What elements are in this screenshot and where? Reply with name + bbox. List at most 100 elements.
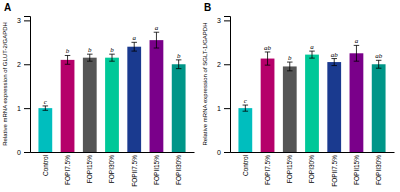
y-tick-label: 3 — [17, 17, 21, 24]
x-tick-label: FOPII30% — [375, 155, 382, 185]
error-bar — [376, 60, 382, 68]
x-tick-label: FOPII7.5% — [130, 155, 137, 187]
x-tick: FOPI7.5% — [64, 152, 71, 185]
sig-label: b — [88, 46, 92, 54]
error-bar — [87, 54, 93, 61]
error-bar — [243, 105, 249, 111]
x-tick-label: FOPI30% — [108, 155, 115, 183]
x-tick: Control — [42, 152, 49, 176]
y-tick-mark — [24, 20, 30, 21]
plot: 0 1 2 3 Control FOPI7.5% FOPI15% FOPI30% FOPII7.… — [2, 17, 195, 187]
sig-label: c — [244, 97, 248, 105]
y-axis-title: Relative mRNA expression of GLUT-2/GAPDH — [2, 22, 8, 146]
y-axis: 0 1 2 3 — [217, 17, 230, 156]
x-tick: FOPII30% — [175, 152, 182, 185]
y-tick-label: 2 — [17, 61, 21, 68]
y-tick-mark — [24, 152, 30, 153]
bar — [283, 66, 297, 152]
y-tick: 2 — [217, 61, 230, 68]
x-axis-line — [31, 152, 195, 153]
x-tick: FOPII7.5% — [330, 152, 337, 187]
sig-label: b — [288, 54, 292, 62]
x-tick-label: FOPII7.5% — [330, 155, 337, 187]
x-tick-label: FOPII15% — [153, 155, 160, 185]
bar — [83, 58, 97, 152]
x-tick-label: FOPI7.5% — [264, 155, 271, 185]
x-axis: Control FOPI7.5% FOPI15% FOPI30% FOPII7.5% FO… — [231, 152, 395, 187]
y-tick: 0 — [217, 149, 230, 156]
error-bar — [265, 52, 271, 65]
bar — [61, 60, 75, 152]
bar — [238, 108, 252, 152]
error-bar — [65, 55, 71, 64]
x-axis: Control FOPI7.5% FOPI15% FOPI30% FOPII7.5% FO… — [31, 152, 195, 187]
bar — [305, 55, 319, 152]
y-tick-mark — [24, 108, 30, 109]
y-tick-label: 0 — [17, 149, 21, 156]
sig-label: a — [132, 34, 136, 42]
error-bar — [154, 32, 160, 48]
x-tick: FOPII15% — [353, 152, 360, 185]
y-tick: 0 — [17, 149, 30, 156]
x-tick-label: FOPII30% — [175, 155, 182, 185]
marks — [38, 32, 185, 152]
x-tick-label: FOPII15% — [353, 155, 360, 185]
y-tick-mark — [224, 108, 230, 109]
sig-label: b — [177, 52, 181, 60]
error-bar — [131, 42, 137, 51]
y-tick-mark — [224, 64, 230, 65]
plot: 0 1 2 3 Control FOPI7.5% FOPI15% FOPI30% FOPII7.… — [202, 17, 395, 187]
bar — [350, 53, 364, 152]
marks — [238, 45, 385, 152]
panel: 0 1 2 3 Control FOPI7.5% FOPI15% FOPI30% FOPII7.… — [202, 2, 395, 187]
error-bar — [287, 62, 293, 71]
sig-label: ab — [375, 52, 383, 60]
x-tick: Control — [242, 152, 249, 176]
y-tick-label: 1 — [217, 105, 221, 112]
x-tick-label: Control — [42, 154, 49, 176]
bar — [372, 64, 386, 152]
sig-label: a — [310, 43, 314, 51]
x-tick-label: FOPI30% — [308, 155, 315, 183]
sig-label: b — [110, 46, 114, 54]
y-axis-line — [224, 17, 231, 153]
sig-label: ab — [331, 51, 339, 59]
y-tick: 2 — [17, 61, 30, 68]
y-axis-title: Relative mRNA expression of SGLT-1/GAPDH — [202, 23, 208, 146]
bar — [105, 58, 119, 152]
bar — [38, 108, 52, 152]
y-tick-label: 3 — [217, 17, 221, 24]
y-tick-label: 0 — [217, 149, 221, 156]
error-bar — [43, 106, 49, 110]
bar — [261, 59, 275, 152]
error-bar — [109, 54, 115, 61]
y-tick-label: 2 — [217, 61, 221, 68]
panel-label: B — [204, 2, 211, 13]
error-bar — [331, 59, 337, 66]
bar — [327, 62, 341, 152]
bar — [150, 40, 164, 152]
x-tick-label: Control — [242, 154, 249, 176]
y-axis-line — [24, 17, 31, 153]
y-axis: 0 1 2 3 — [17, 17, 30, 156]
sig-label: b — [66, 47, 70, 55]
annotations: c b b b a a b — [44, 24, 181, 106]
sig-label: ab — [264, 44, 272, 52]
y-tick-label: 1 — [17, 105, 21, 112]
x-tick: FOPI15% — [86, 152, 93, 183]
sig-label: a — [355, 37, 359, 45]
y-tick: 3 — [17, 17, 30, 24]
sig-label: c — [44, 98, 48, 106]
x-tick: FOPII7.5% — [130, 152, 137, 187]
bar — [127, 47, 141, 152]
y-tick: 3 — [217, 17, 230, 24]
x-tick-label: FOPI15% — [86, 155, 93, 183]
x-axis-line — [231, 152, 395, 153]
chart: 0 1 2 3 Control FOPI7.5% FOPI15% FOPI30% FOPII7.… — [0, 0, 400, 192]
x-tick: FOPI30% — [308, 152, 315, 183]
x-tick: FOPII15% — [153, 152, 160, 185]
sig-label: a — [155, 24, 159, 32]
x-tick: FOPI30% — [108, 152, 115, 183]
x-tick-label: FOPI15% — [286, 155, 293, 183]
x-tick: FOPI15% — [286, 152, 293, 183]
